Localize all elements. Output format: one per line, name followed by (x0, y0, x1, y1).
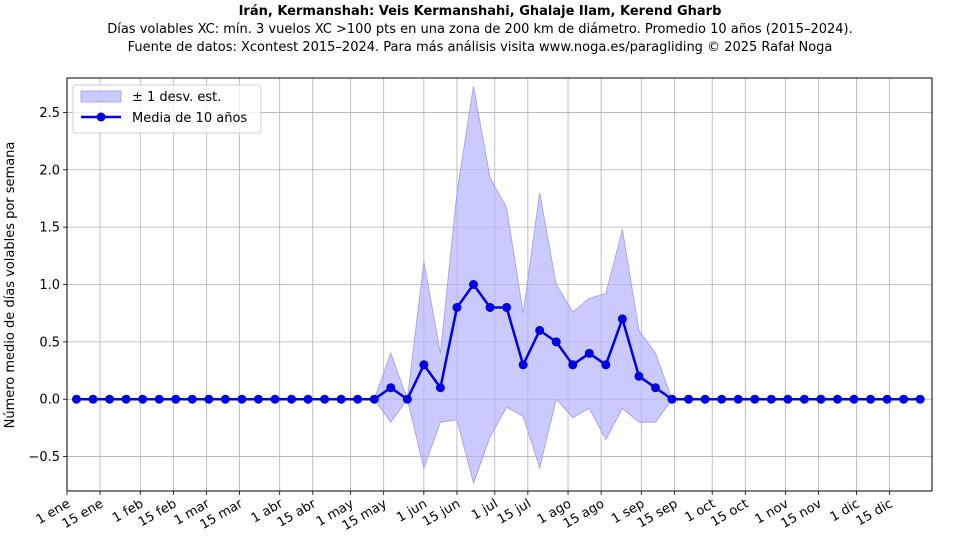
mean-point (502, 302, 512, 312)
mean-point (88, 394, 98, 404)
mean-point (766, 394, 776, 404)
x-tick-label: 15 jul (495, 496, 534, 527)
mean-point (568, 360, 578, 370)
y-tick-label: 2.5 (39, 106, 60, 121)
mean-point (733, 394, 743, 404)
x-tick-label: 15 jun (420, 496, 463, 529)
mean-point (353, 394, 363, 404)
mean-point (634, 371, 644, 381)
mean-point (799, 394, 809, 404)
chart-subtitle-line-1: Días volables XC: mín. 3 vuelos XC >100 … (107, 22, 853, 37)
y-tick-label: 0.5 (39, 335, 60, 350)
mean-point (849, 394, 859, 404)
mean-point (700, 394, 710, 404)
mean-point (915, 394, 925, 404)
mean-point (535, 325, 545, 335)
mean-point (105, 394, 115, 404)
mean-point (71, 394, 81, 404)
x-tick-label: 15 oct (708, 496, 751, 529)
mean-point (485, 302, 495, 312)
mean-point (386, 383, 396, 393)
mean-point (121, 394, 131, 404)
x-tick-label: 15 dic (854, 496, 896, 529)
mean-point (435, 383, 445, 393)
y-axis-label: Número medio de días volables por semana (3, 142, 18, 429)
legend-band-swatch (80, 90, 122, 103)
y-tick-label: 1.0 (39, 278, 60, 293)
mean-point (899, 394, 909, 404)
chart-subtitle-line-2: Fuente de datos: Xcontest 2015–2024. Par… (127, 40, 833, 55)
mean-point (452, 302, 462, 312)
mean-point (204, 394, 214, 404)
mean-line (76, 283, 921, 401)
mean-point (187, 394, 197, 404)
mean-point (336, 394, 346, 404)
mean-point (584, 348, 594, 358)
mean-point (816, 394, 826, 404)
y-tick-label: −0.5 (28, 450, 60, 465)
mean-point (518, 360, 528, 370)
mean-point (832, 394, 842, 404)
mean-point (369, 394, 379, 404)
mean-point (783, 394, 793, 404)
mean-point (601, 360, 611, 370)
mean-point (253, 394, 263, 404)
legend: ± 1 desv. est. Media de 10 años (72, 84, 262, 134)
mean-point (402, 394, 412, 404)
x-tick-label: 15 feb (136, 496, 179, 530)
mean-point (469, 280, 479, 289)
mean-point (650, 383, 660, 393)
y-tick-label: 2.0 (39, 163, 60, 178)
mean-point (419, 360, 429, 370)
mean-point (866, 394, 876, 404)
mean-point (684, 394, 694, 404)
mean-point (237, 394, 247, 404)
x-tick-label: 15 abr (275, 496, 320, 530)
mean-point (138, 394, 148, 404)
chart-title: Irán, Kermanshah: Veis Kermanshahi, Ghal… (238, 4, 722, 19)
mean-point (750, 394, 760, 404)
legend-band-label: ± 1 desv. est. (132, 90, 221, 105)
mean-point (303, 394, 313, 404)
legend-line-marker (96, 112, 106, 122)
legend-line-label: Media de 10 años (132, 111, 247, 126)
mean-point (617, 314, 627, 324)
mean-line-layer (71, 280, 925, 404)
mean-point (882, 394, 892, 404)
mean-point (270, 394, 280, 404)
mean-point (551, 337, 561, 347)
mean-point (171, 394, 181, 404)
y-tick-label: 1.5 (39, 221, 60, 236)
mean-point (717, 394, 727, 404)
mean-point (320, 394, 330, 404)
mean-point (220, 394, 230, 404)
mean-point (287, 394, 297, 404)
x-tick-label: 1 jul (469, 496, 501, 523)
mean-point (667, 394, 677, 404)
mean-point (154, 394, 164, 404)
y-tick-label: 0.0 (39, 393, 60, 408)
